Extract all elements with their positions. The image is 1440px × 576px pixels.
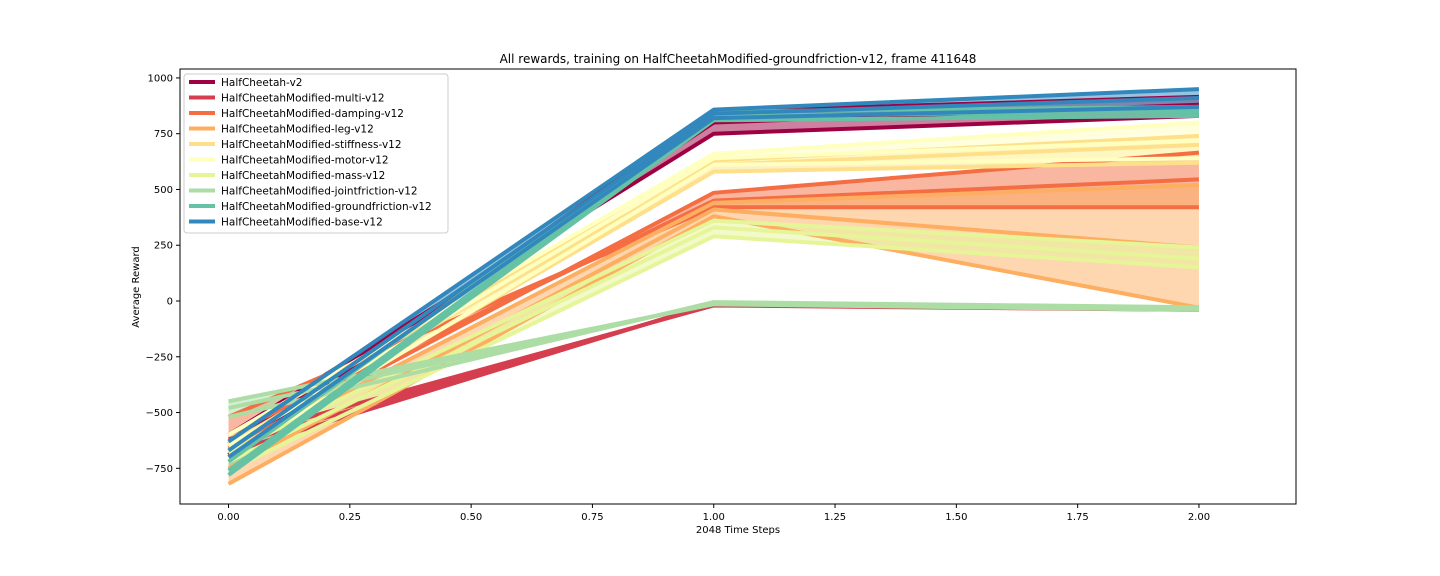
legend-box <box>183 73 449 234</box>
legend-label: HalfCheetahModified-groundfriction-v12 <box>221 201 432 213</box>
y-tick-label: −500 <box>146 408 173 419</box>
series-line-9-0 <box>227 104 1200 459</box>
legend-label: HalfCheetahModified-jointfriction-v12 <box>221 186 418 198</box>
legend-label: HalfCheetahModified-base-v12 <box>221 217 383 229</box>
x-tick-label: 0.75 <box>581 512 603 523</box>
x-tick-label: 0.50 <box>460 512 482 523</box>
series-band-5 <box>228 122 1199 458</box>
x-tick-label: 1.25 <box>824 512 846 523</box>
legend-label: HalfCheetahModified-motor-v12 <box>221 155 389 167</box>
legend-label: HalfCheetahModified-multi-v12 <box>221 93 385 105</box>
y-axis-label: Average Reward <box>131 246 142 327</box>
series-band-6 <box>228 220 1199 471</box>
series-line-5-2 <box>227 120 1200 437</box>
x-tick-label: 2.00 <box>1188 512 1210 523</box>
y-tick-label: −750 <box>146 464 173 475</box>
series-line-9-2 <box>227 87 1200 444</box>
chart-title: All rewards, training on HalfCheetahModi… <box>500 52 977 66</box>
plot-frame <box>179 68 1297 505</box>
series-line-3-0 <box>227 214 1200 486</box>
x-tick-label: 1.75 <box>1067 512 1089 523</box>
y-tick-label: 1000 <box>148 73 173 84</box>
x-axis: 0.00 0.25 0.50 0.75 1.00 1.25 1.50 1.75 2.00 <box>217 504 1210 523</box>
legend-label: HalfCheetah-v2 <box>221 77 302 89</box>
legend-label: HalfCheetahModified-damping-v12 <box>221 108 404 120</box>
series-line-6-2 <box>227 218 1200 455</box>
x-axis-label: 2048 Time Steps <box>696 525 780 536</box>
series-lines <box>227 87 1200 486</box>
x-tick-label: 0.25 <box>339 512 361 523</box>
x-tick-label: 1.00 <box>703 512 725 523</box>
y-tick-label: 0 <box>167 297 173 308</box>
series-line-5-0 <box>227 156 1199 459</box>
legend-label: HalfCheetahModified-stiffness-v12 <box>221 139 402 151</box>
series-line-7-2 <box>228 300 1199 419</box>
series-line-9-1 <box>227 96 1200 453</box>
y-axis: −750 −500 −250 0 250 500 750 1000 <box>146 73 180 475</box>
y-tick-label: 250 <box>154 241 173 252</box>
y-tick-label: −250 <box>146 352 173 363</box>
series-line-6-1 <box>227 225 1200 464</box>
y-tick-label: 750 <box>154 129 173 140</box>
legend-label: HalfCheetahModified-leg-v12 <box>221 124 374 136</box>
legend: HalfCheetah-v2 HalfCheetahModified-multi-… <box>183 73 449 234</box>
legend-label: HalfCheetahModified-mass-v12 <box>221 170 385 182</box>
series-band-3 <box>228 185 1199 484</box>
x-tick-label: 0.00 <box>217 512 239 523</box>
series-line-6-0 <box>227 234 1200 473</box>
y-tick-label: 500 <box>154 185 173 196</box>
x-tick-label: 1.50 <box>945 512 967 523</box>
